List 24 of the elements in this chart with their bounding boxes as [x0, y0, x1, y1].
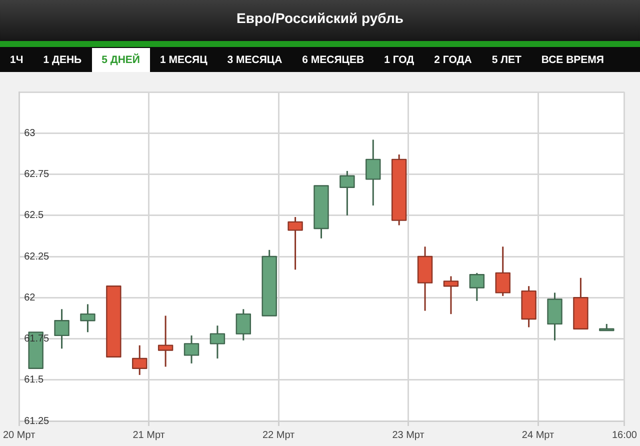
x-tick-label: 24 Мрт [522, 430, 554, 441]
period-tab[interactable]: 1 ГОД [374, 48, 424, 72]
period-tab[interactable]: 5 ДНЕЙ [92, 48, 150, 72]
period-tab[interactable]: 1 МЕСЯЦ [150, 48, 218, 72]
x-tick-label: 21 Мрт [132, 430, 166, 441]
x-tick-label: 16:00 [612, 430, 638, 441]
y-tick-label: 62.5 [24, 210, 44, 222]
x-tick-label: 22 Мрт [262, 430, 296, 441]
y-tick-label: 61.5 [24, 374, 44, 386]
y-tick-label: 62.25 [24, 251, 50, 262]
x-tick-label: 23 Мрт [392, 430, 425, 441]
y-tick-label: 62 [24, 292, 36, 304]
period-tab[interactable]: 2 ГОДА [424, 48, 482, 72]
period-tab[interactable]: ВСЕ ВРЕМЯ [531, 48, 614, 72]
x-tick-label: 20 Мрт [3, 430, 36, 441]
period-tab[interactable]: 1Ч [0, 48, 34, 72]
period-tab[interactable]: 6 МЕСЯЦЕВ [292, 48, 374, 72]
period-tab[interactable]: 1 ДЕНЬ [33, 48, 92, 72]
y-tick-label: 61.25 [24, 416, 50, 427]
chart-title: Евро/Российский рубль [236, 10, 404, 26]
y-tick-label: 63 [24, 128, 36, 139]
period-tab[interactable]: 3 МЕСЯЦА [217, 48, 292, 72]
period-tab[interactable]: 5 ЛЕТ [482, 48, 532, 72]
y-tick-label: 62.75 [24, 169, 50, 180]
